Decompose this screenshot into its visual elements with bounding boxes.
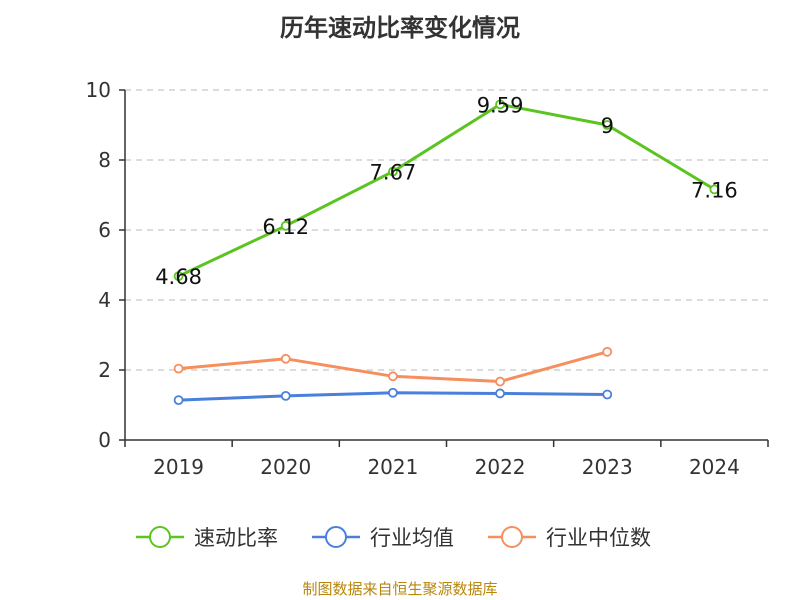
data-point-s1-2021: [388, 387, 398, 398]
data-point-s1-2022: [495, 388, 505, 399]
data-point-s0-2022: [495, 99, 505, 110]
data-point-s0-2019: [173, 271, 184, 282]
data-label-2021: 7.67: [370, 161, 417, 185]
data-point-s2-2023: [602, 346, 613, 357]
data-label-2019: 4.68: [155, 265, 202, 289]
data-point-s0-2024: [709, 184, 720, 195]
data-label-2020: 6.12: [262, 215, 309, 239]
series-line-0: [177, 102, 716, 278]
y-tick-label-10: 10: [86, 78, 111, 102]
legend-marker-0[interactable]: [149, 526, 171, 548]
data-point-s2-2022: [495, 376, 505, 387]
legend-label-0[interactable]: 速动比率: [194, 526, 278, 550]
y-tick-label-6: 6: [98, 218, 111, 242]
y-tick-label-8: 8: [98, 148, 111, 172]
data-label-2024: 7.16: [691, 178, 738, 202]
data-label-2022: 9.59: [477, 93, 524, 117]
data-labels: 4.68 6.12 7.67 9.59 9 7.16: [155, 93, 738, 289]
x-tick-label-2021: 2021: [367, 455, 418, 479]
x-tick-label-2022: 2022: [475, 455, 526, 479]
data-point-s2-2021: [388, 371, 398, 382]
x-tick-label-2020: 2020: [260, 455, 311, 479]
data-point-s1-2020: [280, 390, 291, 401]
y-tick-label-4: 4: [98, 288, 111, 312]
data-point-s0-2020: [280, 220, 291, 231]
data-point-s2-2020: [280, 353, 291, 364]
legend-label-1[interactable]: 行业均值: [370, 526, 454, 550]
legend-label-2[interactable]: 行业中位数: [546, 526, 651, 550]
x-tick-label-2024: 2024: [689, 455, 740, 479]
grid-lines: [125, 89, 768, 371]
legend-marker-1[interactable]: [325, 526, 347, 548]
legend-marker-2[interactable]: [501, 526, 523, 548]
legend[interactable]: 速动比率 行业均值 行业中位数: [136, 526, 651, 550]
data-point-s1-2023: [602, 389, 613, 400]
source-note: 制图数据来自恒生聚源数据库: [302, 580, 498, 598]
y-tick-label-2: 2: [98, 358, 111, 382]
series-lines: [173, 99, 720, 406]
x-tick-label-2023: 2023: [582, 455, 633, 479]
data-point-s0-2023: [602, 120, 613, 130]
data-point-s2-2019: [173, 363, 184, 374]
y-tick-label-0: 0: [98, 428, 111, 452]
data-label-2023: 9: [601, 114, 614, 138]
data-point-s1-2019: [173, 395, 184, 406]
chart-title: 历年速动比率变化情况: [280, 14, 520, 42]
axes: 0 2 4 6 8 10 2019 2020 2021 2022 2023 2024: [86, 78, 769, 479]
x-tick-label-2019: 2019: [153, 455, 204, 479]
data-point-s0-2021: [388, 166, 398, 177]
